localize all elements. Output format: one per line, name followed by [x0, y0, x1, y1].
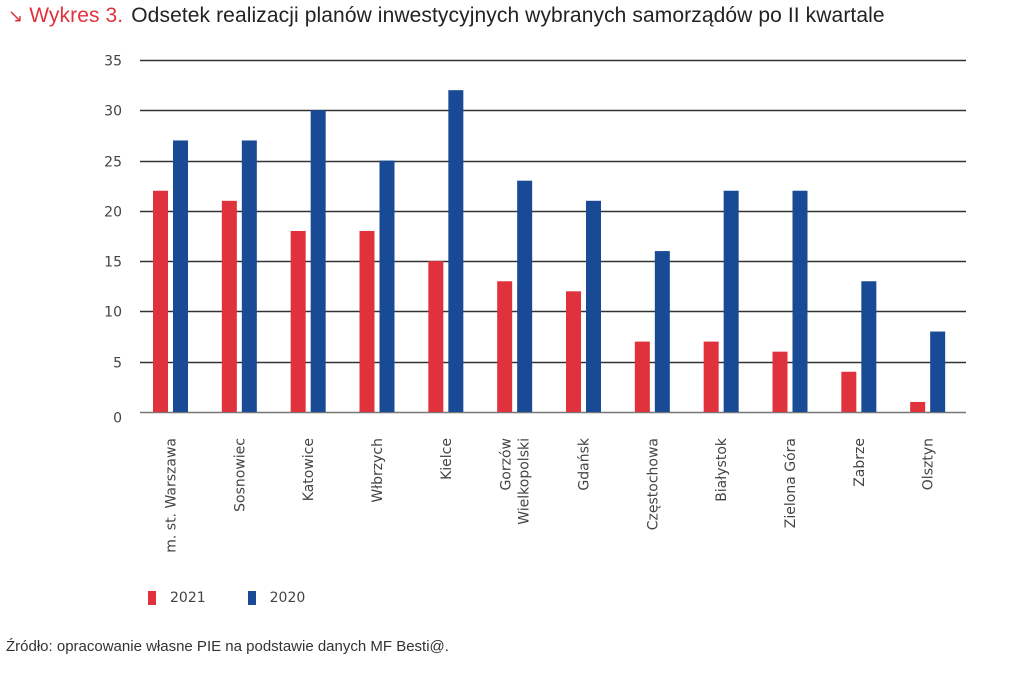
- legend: 2021 2020: [148, 590, 347, 606]
- chart-title: ↘ Wykres 3. Odsetek realizacji planów inwe…: [8, 4, 885, 28]
- y-tick-label: 25: [104, 155, 122, 171]
- gridlines: [140, 59, 966, 414]
- y-tick-label: 5: [113, 356, 122, 372]
- legend-swatch-2020: [247, 591, 256, 605]
- x-tick-label: Zabrze: [852, 438, 868, 487]
- x-tick-label: Sosnowiec: [232, 438, 248, 512]
- x-tick-label: Zielona Góra: [783, 438, 799, 528]
- legend-label-2021: 2021: [170, 590, 206, 606]
- bar-2021-8: [703, 341, 719, 412]
- legend-item-2021: 2021: [148, 590, 206, 606]
- bar-2020-8: [723, 190, 739, 412]
- arrow-down-right-icon: ↘: [8, 6, 24, 26]
- chart-title-text: Odsetek realizacji planów inwestycyjnych…: [131, 4, 885, 27]
- x-tick-label: Włbrzych: [370, 438, 386, 503]
- x-tick-label: Olsztyn: [921, 438, 937, 490]
- bar-2020-1: [241, 140, 257, 412]
- x-tick-label: Gorzów Wielkopolski: [499, 438, 533, 525]
- x-tick-label-line: Gorzów: [499, 438, 515, 491]
- x-tick-label-line: Sosnowiec: [232, 438, 248, 512]
- bar-2020-2: [310, 110, 326, 413]
- bar-2021-0: [153, 190, 168, 412]
- legend-label-2020: 2020: [269, 590, 306, 606]
- y-tick-label: 35: [104, 54, 122, 70]
- bar-2021-6: [566, 291, 581, 412]
- x-tick-label-line: Białystok: [714, 437, 730, 502]
- y-tick-label: 10: [104, 305, 122, 321]
- bar-2021-1: [221, 200, 237, 412]
- source-note: Źródło: opracowanie własne PIE na podsta…: [6, 638, 449, 655]
- x-tick-label: Katowice: [301, 438, 317, 501]
- x-tick-label-line: Zabrze: [852, 438, 868, 487]
- bar-2021-10: [841, 371, 857, 412]
- x-tick-label: Białystok: [714, 437, 730, 502]
- bar-2020-3: [379, 160, 395, 412]
- y-tick-label: 0: [113, 411, 122, 427]
- x-tick-label-line: Częstochowa: [645, 438, 661, 530]
- x-tick-label: Gdańsk: [577, 437, 593, 490]
- x-tick-label-line: Zielona Góra: [783, 438, 799, 528]
- x-tick-label-line: Olsztyn: [921, 438, 937, 490]
- bar-2020-6: [586, 200, 601, 412]
- bar-2020-5: [517, 180, 533, 412]
- bar-2020-11: [930, 331, 946, 412]
- x-axis-ticks: m. st. Warszawa Sosnowiec Katowice Włbrzych…: [164, 437, 937, 553]
- x-tick-label-line: Wielkopolski: [517, 438, 533, 525]
- bar-2020-10: [861, 281, 877, 412]
- x-tick-label-line: Gdańsk: [577, 437, 593, 490]
- bar-2020-0: [173, 140, 188, 412]
- bar-2021-5: [497, 281, 513, 412]
- y-tick-label: 30: [104, 104, 122, 120]
- bars: [153, 90, 946, 413]
- bar-2021-7: [634, 341, 650, 412]
- x-tick-label: m. st. Warszawa: [164, 438, 180, 553]
- bar-2021-3: [359, 230, 375, 412]
- bar-2021-4: [428, 261, 444, 412]
- legend-item-2020: 2020: [247, 590, 306, 606]
- y-tick-label: 20: [104, 205, 122, 221]
- bar-2020-7: [654, 251, 670, 412]
- bar-2021-2: [290, 230, 306, 412]
- bar-2021-9: [772, 351, 788, 412]
- bar-2020-4: [448, 90, 464, 413]
- x-tick-label-line: Kielce: [439, 438, 455, 480]
- x-tick-label: Kielce: [439, 438, 455, 480]
- x-tick-label: Częstochowa: [645, 438, 661, 530]
- legend-swatch-2021: [148, 591, 156, 605]
- x-tick-label-line: Katowice: [301, 438, 317, 501]
- bar-2020-9: [792, 190, 808, 412]
- y-axis-ticks: 0 5 10 15 20 25 30 35: [104, 54, 122, 427]
- y-tick-label: 15: [104, 255, 122, 271]
- chart-number-label: Wykres 3.: [29, 4, 124, 27]
- bar-2021-11: [910, 401, 926, 412]
- x-tick-label-line: m. st. Warszawa: [164, 438, 180, 553]
- x-tick-label-line: Włbrzych: [370, 438, 386, 503]
